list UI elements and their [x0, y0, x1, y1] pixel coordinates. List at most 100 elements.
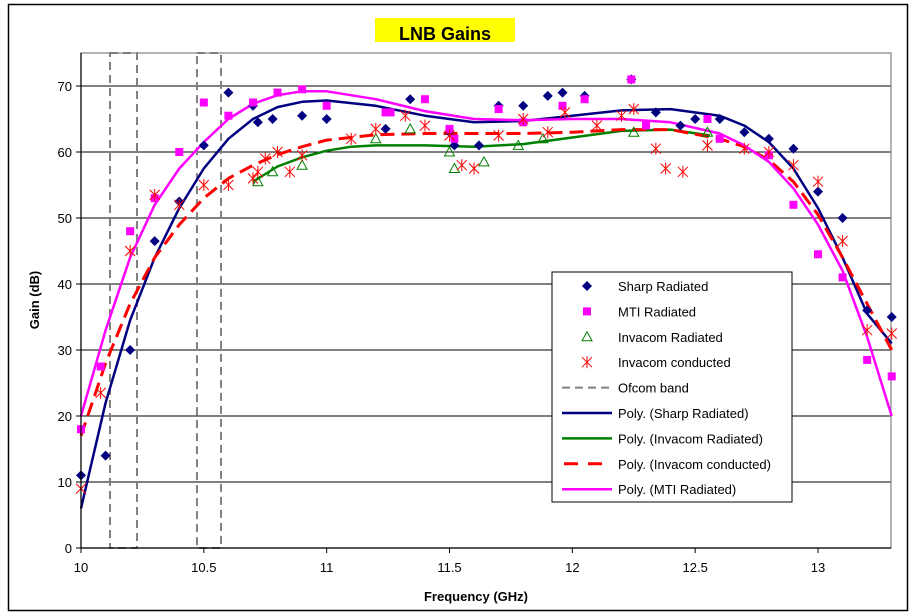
legend: Sharp Radiated MTI Radiated Invacom Radiat…: [551, 271, 793, 503]
mti-radiated-point: [789, 200, 798, 209]
invacom-radiated-point: [537, 132, 549, 144]
mti-radiated-point: [642, 121, 651, 130]
mti-radiated-point: [558, 101, 567, 110]
invacom-conducted-point: [252, 165, 264, 178]
invacom-conducted-point: [468, 162, 480, 175]
mti-radiated-point: [381, 108, 390, 117]
mti-radiated-point: [703, 115, 712, 123]
mti-radiated-point: [863, 355, 872, 364]
sharp-radiated-point: [297, 110, 308, 121]
sharp-radiated-point: [837, 213, 848, 223]
sharp-radiated-point: [690, 114, 701, 124]
y-tick-label: 20: [58, 409, 72, 424]
mti-radiated-point: [386, 108, 395, 117]
legend-square-icon: [583, 307, 591, 316]
invacom-radiated-point: [443, 145, 456, 157]
invacom-conducted-point: [650, 142, 662, 155]
legend-diamond-icon: [582, 281, 592, 291]
invacom-conducted-point: [837, 235, 848, 248]
invacom-conducted-point: [738, 142, 750, 155]
invacom-conducted-point: [542, 126, 554, 139]
sharp-radiated-point: [714, 114, 725, 124]
sharp-radiated-point: [813, 186, 824, 197]
mti-radiated-point: [887, 372, 896, 381]
legend-star-icon: [581, 356, 593, 369]
invacom-conducted-point: [660, 162, 672, 175]
x-tick-label: 12: [565, 560, 579, 575]
sharp-radiated-point: [267, 114, 278, 124]
invacom-conducted-point: [345, 132, 357, 145]
x-tick-label: 10: [74, 560, 88, 575]
sharp-radiated-point: [125, 345, 136, 355]
invacom-conducted-point: [456, 159, 468, 172]
sharp-radiated-point: [149, 236, 160, 247]
mti-radiated-point: [298, 85, 307, 94]
mti-radiated-point: [322, 101, 331, 110]
x-tick-label: 11: [320, 560, 334, 575]
invacom-conducted-point: [444, 129, 455, 142]
mti-radiated-point: [814, 250, 823, 259]
mti-radiated-point: [96, 362, 105, 371]
invacom-conducted-point: [296, 149, 308, 162]
sharp-radiated-point: [557, 87, 568, 98]
invacom-radiated-point: [448, 162, 461, 173]
invacom-conducted-point: [247, 172, 259, 185]
sharp-radiated-point: [405, 94, 416, 105]
y-tick-label: 70: [58, 79, 72, 94]
mti-radiated-point: [126, 227, 135, 236]
mti-radiated-point: [627, 75, 636, 84]
invacom-conducted-point: [149, 188, 161, 201]
legend-label: Invacom Radiated: [618, 330, 723, 345]
mti-radiated-point: [450, 134, 459, 143]
legend-item-poly-invacom-radiated: Poly. (Invacom Radiated): [562, 431, 763, 446]
invacom-radiated-point: [701, 126, 714, 137]
sharp-radiated-point: [100, 450, 111, 461]
legend-item-poly-invacom-conducted: Poly. (Invacom conducted): [564, 457, 771, 472]
trendline: [79, 90, 893, 417]
invacom-conducted-point: [399, 109, 411, 122]
sharp-radiated-point: [252, 117, 263, 128]
sharp-radiated-point: [542, 90, 553, 101]
legend-item-invacom-conducted: Invacom conducted: [581, 355, 731, 370]
sharp-radiated-point: [739, 127, 750, 138]
invacom-conducted-point: [591, 119, 603, 132]
sharp-radiated-point: [518, 100, 529, 111]
sharp-radiated-point: [788, 143, 799, 154]
legend-item-sharp-radiated: Sharp Radiated: [582, 279, 708, 294]
x-tick-label: 11.5: [437, 560, 461, 575]
invacom-conducted-point: [284, 165, 296, 178]
invacom-radiated-point: [369, 132, 382, 144]
x-tick-label: 13: [811, 560, 825, 575]
legend-label: MTI Radiated: [618, 304, 696, 319]
sharp-radiated-point: [675, 120, 686, 131]
y-tick-label: 30: [58, 343, 72, 358]
legend-label: Poly. (Invacom Radiated): [618, 431, 763, 446]
invacom-conducted-point: [763, 146, 775, 158]
legend-label: Invacom conducted: [618, 355, 731, 370]
invacom-conducted-point: [861, 324, 873, 337]
invacom-conducted-point: [616, 109, 627, 122]
invacom-conducted-point: [812, 175, 824, 188]
legend-triangle-icon: [581, 330, 593, 342]
x-tick-label: 10.5: [191, 560, 216, 575]
sharp-radiated-point: [650, 107, 661, 118]
invacom-conducted-point: [419, 119, 431, 132]
invacom-conducted-point: [259, 152, 271, 165]
legend-label: Poly. (Invacom conducted): [618, 457, 771, 472]
chart-title: LNB Gains: [399, 24, 491, 44]
sharp-radiated-point: [763, 133, 774, 144]
y-tick-label: 0: [65, 541, 72, 556]
legend-label: Sharp Radiated: [618, 279, 708, 294]
legend-item-mti-radiated: MTI Radiated: [583, 304, 696, 319]
legend-label: Poly. (MTI Radiated): [618, 482, 736, 497]
legend-item-poly-mti-radiated: Poly. (MTI Radiated): [562, 482, 736, 497]
sharp-radiated-point: [380, 123, 391, 134]
mti-radiated-point: [580, 95, 589, 104]
mti-radiated-point: [838, 273, 847, 282]
invacom-radiated-point: [478, 155, 490, 167]
title-highlight: [375, 18, 515, 42]
invacom-conducted-point: [628, 103, 640, 116]
sharp-radiated-point: [449, 140, 460, 151]
